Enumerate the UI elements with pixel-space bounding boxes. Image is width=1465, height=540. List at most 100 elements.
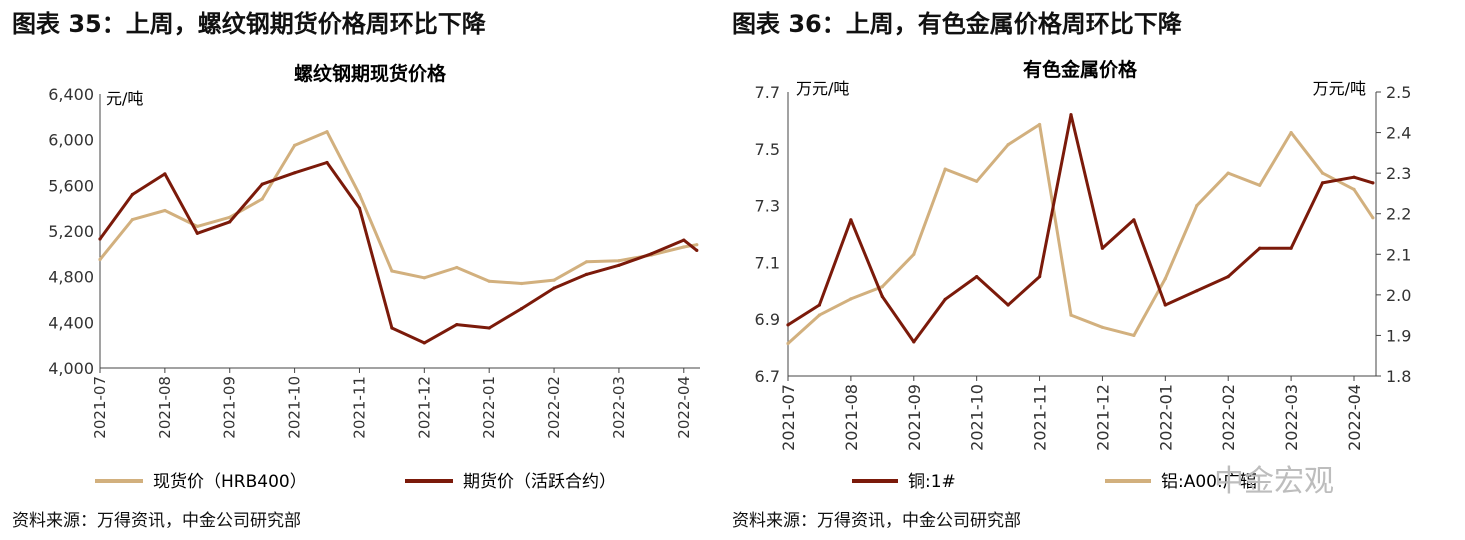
data-point — [1352, 175, 1356, 179]
x-tick-label: 2022-04 — [1345, 384, 1364, 451]
data-point — [228, 215, 232, 219]
data-point — [1226, 171, 1230, 175]
data-point — [849, 297, 853, 301]
data-point — [1006, 303, 1010, 307]
x-tick-label: 2021-11 — [350, 376, 368, 439]
data-point — [1100, 325, 1104, 329]
right-y-tick-label: 1.8 — [1386, 367, 1411, 386]
data-point — [912, 340, 916, 344]
data-point — [617, 259, 621, 263]
y-tick-label: 4,800 — [48, 268, 94, 287]
series-line-futures — [98, 161, 698, 345]
x-tick-label: 2022-01 — [1156, 384, 1175, 451]
data-point — [1320, 171, 1325, 175]
data-point — [786, 341, 790, 346]
data-point — [1195, 204, 1199, 208]
right-y-tick-label: 1.9 — [1386, 326, 1411, 345]
data-point — [817, 313, 821, 317]
left-axis-unit: 万元/吨 — [796, 79, 849, 98]
data-point — [1038, 275, 1042, 279]
data-point — [1226, 275, 1230, 279]
x-tick-label: 2021-08 — [842, 384, 861, 451]
data-point — [584, 272, 589, 276]
data-point — [487, 279, 491, 283]
x-tick-label: 2022-03 — [1282, 384, 1301, 451]
y-tick-label: 6,400 — [48, 85, 94, 104]
legend-label: 现货价（HRB400） — [153, 472, 307, 492]
data-point — [195, 224, 199, 228]
data-point — [455, 323, 459, 327]
x-tick-label: 2021-07 — [91, 376, 109, 439]
y-tick-label: 6,000 — [48, 131, 94, 150]
data-point — [682, 245, 686, 249]
data-point — [1371, 216, 1375, 220]
x-tick-label: 2021-12 — [415, 376, 433, 439]
y-axis-unit: 元/吨 — [106, 89, 143, 108]
x-tick-label: 2021-09 — [905, 384, 924, 451]
data-point — [325, 160, 329, 165]
data-point — [520, 307, 524, 311]
left-y-tick-label: 7.3 — [755, 197, 780, 216]
series-line-aluminum — [786, 123, 1375, 345]
x-tick-label: 2021-10 — [286, 376, 304, 439]
y-tick-label: 4,000 — [48, 359, 94, 378]
data-point — [260, 197, 264, 201]
data-point — [649, 252, 654, 256]
data-point — [975, 275, 979, 279]
data-point — [390, 269, 394, 273]
data-point — [617, 263, 621, 267]
data-point — [817, 303, 821, 307]
x-tick-label: 2022-03 — [610, 376, 628, 439]
data-point — [880, 294, 884, 299]
right-y-tick-label: 2.0 — [1386, 286, 1411, 305]
right-y-tick-label: 2.3 — [1386, 164, 1411, 183]
data-point — [1100, 246, 1104, 250]
data-point — [1195, 289, 1199, 293]
x-tick-label: 2022-04 — [675, 376, 693, 439]
data-point — [487, 326, 491, 330]
data-point — [912, 252, 916, 256]
figure-title-right: 图表 36：上周，有色金属价格周环比下降 — [732, 10, 1182, 38]
data-point — [975, 179, 979, 183]
data-point — [584, 260, 589, 264]
y-tick-label: 4,400 — [48, 313, 94, 332]
data-point — [943, 297, 947, 301]
data-point — [1006, 143, 1010, 147]
x-tick-label: 2022-01 — [480, 376, 498, 439]
watermark: 中金宏观 — [1214, 464, 1334, 499]
left-y-tick-label: 6.9 — [755, 310, 780, 329]
data-point — [130, 192, 134, 197]
data-point — [1258, 246, 1262, 250]
data-point — [98, 257, 102, 262]
data-point — [163, 208, 167, 213]
x-tick-label: 2021-11 — [1031, 384, 1050, 451]
data-point — [695, 248, 699, 252]
data-point — [1289, 131, 1293, 135]
x-tick-label: 2022-02 — [1219, 384, 1238, 451]
data-point — [1371, 181, 1375, 185]
legend-label: 期货价（活跃合约） — [463, 472, 616, 492]
legend-label: 铜:1# — [908, 472, 956, 492]
data-point — [849, 218, 853, 222]
data-point — [293, 171, 297, 175]
data-point — [520, 281, 524, 286]
source-note-right: 资料来源：万得资讯，中金公司研究部 — [732, 511, 1021, 531]
data-point — [1132, 333, 1136, 337]
data-point — [357, 206, 362, 210]
data-point — [325, 130, 329, 134]
data-point — [195, 231, 199, 235]
legend-label: 铝:A00:广辐 — [1161, 472, 1257, 492]
data-point — [1320, 181, 1325, 185]
data-point — [1132, 218, 1136, 222]
left-y-tick-label: 7.1 — [755, 253, 780, 272]
data-point — [552, 278, 556, 282]
data-point — [357, 192, 362, 197]
x-tick-label: 2021-12 — [1093, 384, 1112, 451]
data-point — [1038, 122, 1042, 127]
chart-title: 有色金属价格 — [1023, 58, 1138, 81]
right-axis-unit: 万元/吨 — [1313, 79, 1366, 98]
data-point — [1163, 303, 1167, 307]
right-y-tick-label: 2.4 — [1386, 124, 1411, 143]
